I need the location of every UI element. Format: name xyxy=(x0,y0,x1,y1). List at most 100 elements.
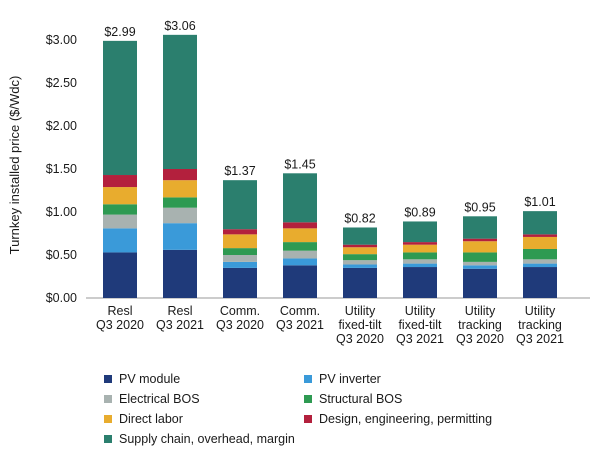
bar-segment xyxy=(403,244,437,253)
bar-segment xyxy=(403,267,437,298)
legend-item: Structural BOS xyxy=(304,390,584,408)
bar-segment xyxy=(343,227,377,245)
legend-swatch xyxy=(104,375,112,383)
legend-item: PV module xyxy=(104,370,304,388)
bar-segment xyxy=(163,180,197,198)
bar-segment xyxy=(283,242,317,251)
bar-segment xyxy=(163,223,197,250)
bar-segment xyxy=(103,40,137,176)
x-tick-label: Utility fixed-tilt Q3 2021 xyxy=(396,304,444,346)
bar-segment xyxy=(283,222,317,229)
legend-label: Supply chain, overhead, margin xyxy=(119,432,295,446)
bar-segment xyxy=(163,169,197,181)
legend-item: Design, engineering, permitting xyxy=(304,410,584,428)
y-tick-label: $0.00 xyxy=(46,291,77,305)
y-tick-label: $2.50 xyxy=(46,76,77,90)
legend-swatch xyxy=(104,395,112,403)
bar-segment xyxy=(463,261,497,266)
bar-segment xyxy=(403,252,437,260)
bar-segment xyxy=(463,216,497,239)
bar-segment xyxy=(463,238,497,242)
bar-segment xyxy=(523,267,557,298)
bar-total-label: $1.45 xyxy=(284,157,315,171)
bar-total-label: $3.06 xyxy=(164,19,195,33)
x-tick-label: Comm. Q3 2020 xyxy=(216,304,264,332)
x-tick-label: Resl Q3 2020 xyxy=(96,304,144,332)
legend-item: PV inverter xyxy=(304,370,584,388)
bar-total-label: $1.01 xyxy=(524,195,555,209)
legend-label: PV module xyxy=(119,372,181,386)
bar-segment xyxy=(283,258,317,266)
bar-segment xyxy=(343,260,377,265)
bar-segment xyxy=(283,265,317,298)
legend-label: Design, engineering, permitting xyxy=(319,412,493,426)
legend-swatch xyxy=(104,435,112,443)
bar-segment xyxy=(163,197,197,208)
bar-segment xyxy=(223,229,257,235)
bar-segment xyxy=(343,254,377,261)
bar-segment xyxy=(403,221,437,243)
y-tick-label: $1.50 xyxy=(46,162,77,176)
bar-segment xyxy=(523,211,557,235)
bar-segment xyxy=(223,234,257,249)
bar-segment xyxy=(403,259,437,264)
bar-segment xyxy=(163,249,197,298)
bar-segment xyxy=(523,234,557,237)
legend-item: Supply chain, overhead, margin xyxy=(104,430,304,448)
bar-segment xyxy=(163,207,197,224)
legend-item: Direct labor xyxy=(104,410,304,428)
legend-swatch xyxy=(304,395,312,403)
bar-segment xyxy=(223,261,257,268)
legend-item: Electrical BOS xyxy=(104,390,304,408)
bar-segment xyxy=(103,187,137,205)
legend-label: PV inverter xyxy=(319,372,381,386)
bar-segment xyxy=(283,173,317,223)
bar-segment xyxy=(523,236,557,249)
y-tick-label: $0.50 xyxy=(46,248,77,262)
bar-segment xyxy=(223,255,257,262)
bar-segment xyxy=(403,242,437,245)
y-tick-label: $2.00 xyxy=(46,119,77,133)
y-axis-label: Turnkey installed price ($/Wdc) xyxy=(7,76,22,255)
legend-label: Structural BOS xyxy=(319,392,403,406)
bar-segment xyxy=(103,214,137,229)
x-axis-labels: Resl Q3 2020 Resl Q3 2021 Comm. Q3 2020 Comm. Q… xyxy=(96,304,564,346)
bar-segment xyxy=(103,252,137,298)
legend-swatch xyxy=(304,375,312,383)
bar-total-label: $2.99 xyxy=(104,25,135,39)
bar-segment xyxy=(223,248,257,255)
bar-segment xyxy=(403,263,437,268)
bar-segment xyxy=(343,244,377,248)
bar-segment xyxy=(103,175,137,188)
x-tick-label: Utility tracking Q3 2020 xyxy=(456,304,504,346)
bar-segment xyxy=(223,180,257,230)
total-labels: $2.99 $3.06 $1.37 $1.45 $0.82 $0.89 $0.95 $1.01 xyxy=(104,19,555,226)
bar-segment xyxy=(523,263,557,268)
bar-segment xyxy=(523,248,557,260)
x-tick-label: Resl Q3 2021 xyxy=(156,304,204,332)
bar-segment xyxy=(463,241,497,253)
bar-segment xyxy=(103,204,137,215)
legend-label: Direct labor xyxy=(119,412,183,426)
bar-segment xyxy=(523,259,557,264)
bar-total-label: $1.37 xyxy=(224,164,255,178)
bar-segment xyxy=(283,250,317,259)
y-tick-label: $1.00 xyxy=(46,205,77,219)
bar-segment xyxy=(103,228,137,253)
bar-total-label: $0.82 xyxy=(344,211,375,225)
bars xyxy=(103,34,557,298)
legend-swatch xyxy=(304,415,312,423)
x-tick-label: Comm. Q3 2021 xyxy=(276,304,324,332)
bar-segment xyxy=(343,267,377,298)
bar-segment xyxy=(343,247,377,255)
legend-swatch xyxy=(104,415,112,423)
y-tick-label: $3.00 xyxy=(46,33,77,47)
bar-segment xyxy=(283,228,317,243)
bar-total-label: $0.89 xyxy=(404,205,435,219)
bar-segment xyxy=(223,267,257,298)
bar-segment xyxy=(463,252,497,262)
legend: PV module PV inverter Electrical BOS Struct… xyxy=(104,370,584,448)
x-tick-label: Utility tracking Q3 2021 xyxy=(516,304,564,346)
bar-segment xyxy=(463,268,497,298)
